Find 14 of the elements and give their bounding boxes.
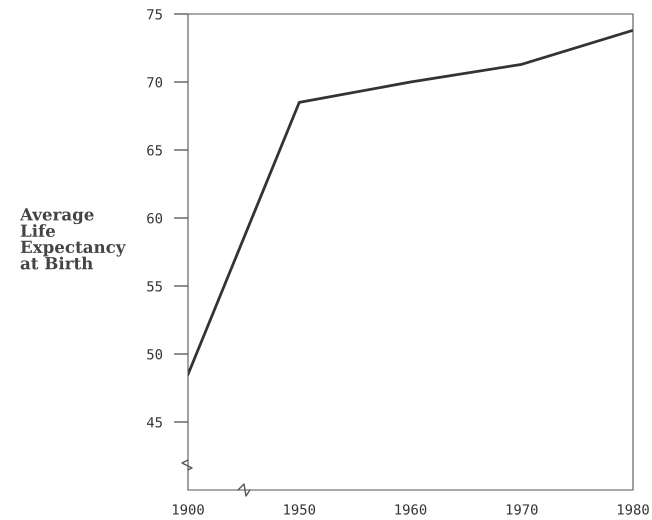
y-tick-label: 55: [147, 281, 162, 292]
y-tick-label: 65: [147, 145, 162, 156]
x-tick-label: 1980: [618, 504, 649, 515]
y-tick-label: 75: [147, 9, 162, 20]
y-tick-label: 70: [147, 77, 162, 88]
y-axis-title: Average Life Expectancy at Birth: [20, 208, 126, 270]
x-tick-label: 1950: [284, 504, 316, 515]
y-tick-label: 45: [146, 417, 162, 428]
x-tick-label: 1900: [172, 504, 204, 515]
line-series: [188, 28, 633, 376]
y-tick-label: 60: [147, 213, 162, 224]
x-tick-label: 1960: [395, 504, 426, 515]
y-tick-label: 50: [147, 349, 162, 360]
x-tick-label: 1970: [506, 504, 538, 515]
